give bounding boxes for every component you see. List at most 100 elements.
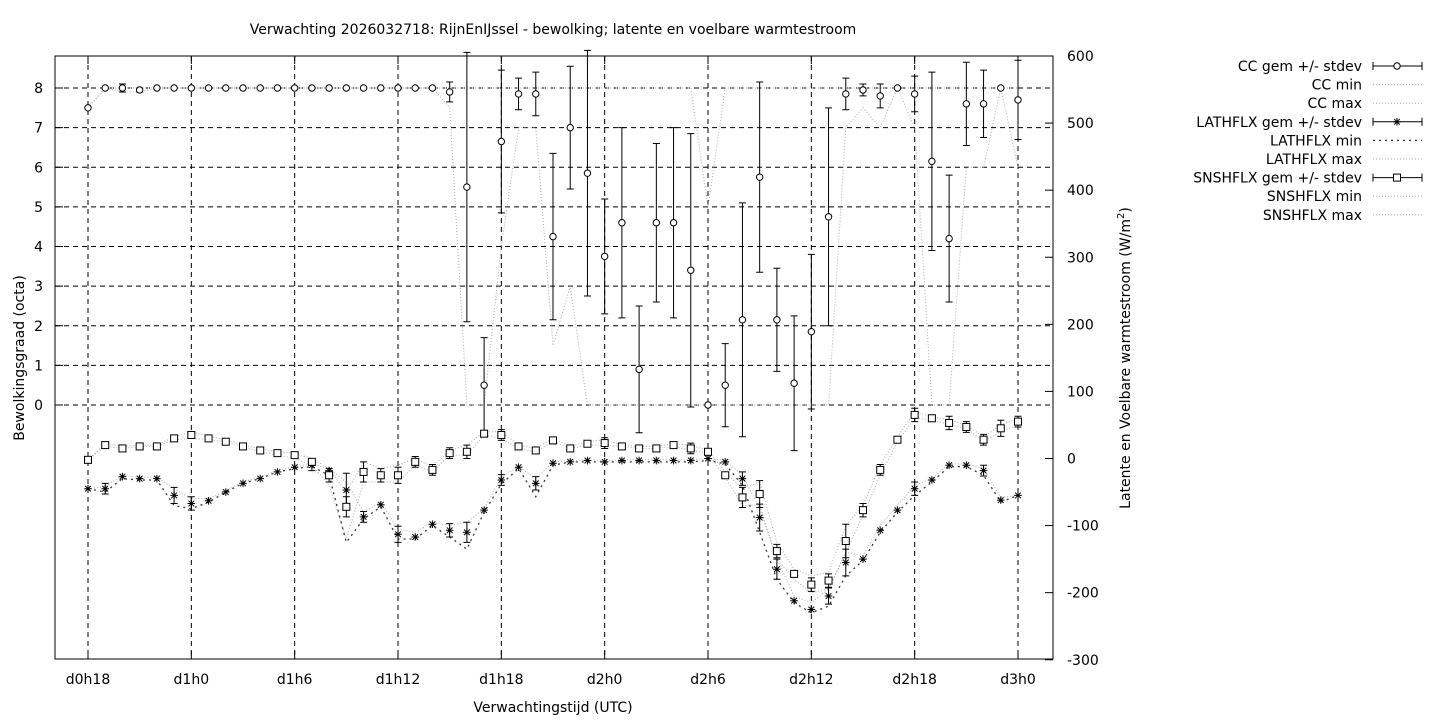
lathflx-point	[549, 459, 557, 467]
cc-point	[824, 213, 833, 221]
cc-point	[135, 86, 144, 94]
lathflx-point	[394, 530, 402, 539]
y-tick-label: 4	[34, 240, 43, 256]
lathflx-point	[187, 499, 196, 508]
y-tick-label: 6	[34, 160, 43, 176]
cc-point	[342, 84, 351, 92]
y2-axis-label-end: )	[1118, 207, 1134, 212]
x-tick-label: d1h12	[376, 672, 420, 688]
cc-point	[118, 84, 127, 92]
y2-axis-label-sup: 2	[1116, 213, 1127, 219]
cc-point	[600, 252, 609, 261]
snshflx-point	[669, 441, 678, 450]
y2-tick-label: 600	[1067, 49, 1094, 65]
legend-label: CC min	[1312, 78, 1362, 94]
y-tick-label: 0	[34, 398, 43, 414]
snshflx-point	[445, 449, 454, 458]
snshflx-point	[84, 455, 92, 464]
snshflx-point	[566, 444, 575, 453]
cc-point	[256, 84, 264, 92]
legend-label: LATHFLX min	[1270, 133, 1362, 149]
lathflx-point	[204, 496, 213, 505]
y-tick-label: 7	[34, 121, 43, 137]
y2-axis: -300 -200 -100 0 100 200 300 400 500 600	[1045, 49, 1099, 669]
lathflx-point	[893, 506, 902, 514]
cc-point	[101, 84, 109, 92]
snshflx-point	[979, 435, 988, 444]
lathflx-point	[273, 468, 282, 476]
lathflx-point	[773, 565, 781, 573]
legend-label: CC max	[1307, 96, 1362, 112]
cc-point	[84, 104, 92, 112]
lathflx-point	[618, 456, 626, 465]
snshflx-point	[187, 431, 196, 440]
y-tick-label: 8	[34, 81, 43, 97]
lathflx-point	[583, 456, 592, 465]
cc-point	[893, 84, 902, 92]
cc-point	[618, 219, 626, 227]
lathflx-point	[480, 506, 488, 514]
snshflx-point	[721, 471, 730, 480]
x-tick-label: d1h0	[174, 672, 210, 688]
lathflx-point	[239, 479, 247, 488]
snshflx-point	[273, 449, 282, 458]
cc-point	[204, 84, 213, 92]
snshflx-point	[256, 446, 265, 455]
lathflx-point	[652, 456, 661, 465]
snshflx-point	[772, 547, 781, 556]
lathflx-point	[635, 456, 643, 465]
snshflx-point	[290, 451, 299, 460]
lathflx-point	[463, 528, 471, 537]
cc-point	[325, 84, 333, 92]
cc-point	[979, 100, 988, 108]
legend-label: SNSHFLX min	[1267, 189, 1362, 205]
cc-point	[842, 90, 850, 98]
legend-label: SNSHFLX max	[1263, 208, 1362, 224]
snshflx-point	[927, 414, 936, 423]
snshflx-point	[480, 429, 489, 438]
legend-label: LATHFLX max	[1266, 152, 1362, 168]
snshflx-point	[893, 435, 902, 444]
cc-point	[687, 266, 695, 274]
y-tick-label: 3	[34, 279, 43, 295]
cc-point	[945, 234, 953, 243]
lathflx-point	[669, 456, 678, 465]
lathflx-point	[101, 484, 110, 493]
legend-label: LATHFLX gem +/- stdev	[1196, 115, 1362, 131]
snshflx-point	[807, 580, 816, 589]
x-tick-label: d3h0	[1000, 672, 1036, 688]
cc-point	[928, 157, 936, 166]
snshflx-point	[824, 576, 833, 585]
snshflx-point	[376, 471, 385, 480]
legend-swatch-marker	[1393, 173, 1401, 182]
cc-point	[445, 88, 454, 96]
cc-point	[807, 327, 816, 336]
cc-point	[755, 173, 764, 181]
cc-point	[876, 92, 884, 100]
y2-axis-label: Latente en Voelbare warmtestroom (W/m2)	[1116, 207, 1134, 509]
snshflx-point	[239, 442, 247, 451]
cc-point	[583, 169, 592, 177]
snshflx-point	[514, 442, 523, 451]
snshflx-point	[325, 471, 334, 480]
y2-tick-label: 0	[1067, 452, 1076, 468]
lathflx-point	[859, 555, 867, 563]
snshflx-point	[617, 442, 626, 451]
cc-point	[514, 90, 523, 98]
lathflx-point	[996, 496, 1005, 504]
snshflx-point	[221, 437, 230, 446]
lathflx-point	[928, 476, 936, 484]
chart-title: Verwachting 2026032718: RijnEnIJssel - b…	[250, 22, 857, 38]
cc-point	[222, 84, 230, 92]
cc-point	[153, 84, 161, 92]
cc-point	[239, 84, 247, 92]
cc-point	[187, 84, 196, 92]
snshflx-point	[152, 442, 161, 451]
y2-tick-label: 400	[1067, 183, 1094, 199]
lathflx-point	[1014, 491, 1022, 500]
lathflx-point	[153, 474, 161, 483]
lathflx-point	[84, 484, 92, 493]
x-axis: d0h18 d1h0 d1h6 d1h12 d1h18 d2h0 d2h6 d2h12 d2h1…	[66, 56, 1036, 688]
cc-point	[428, 84, 437, 92]
